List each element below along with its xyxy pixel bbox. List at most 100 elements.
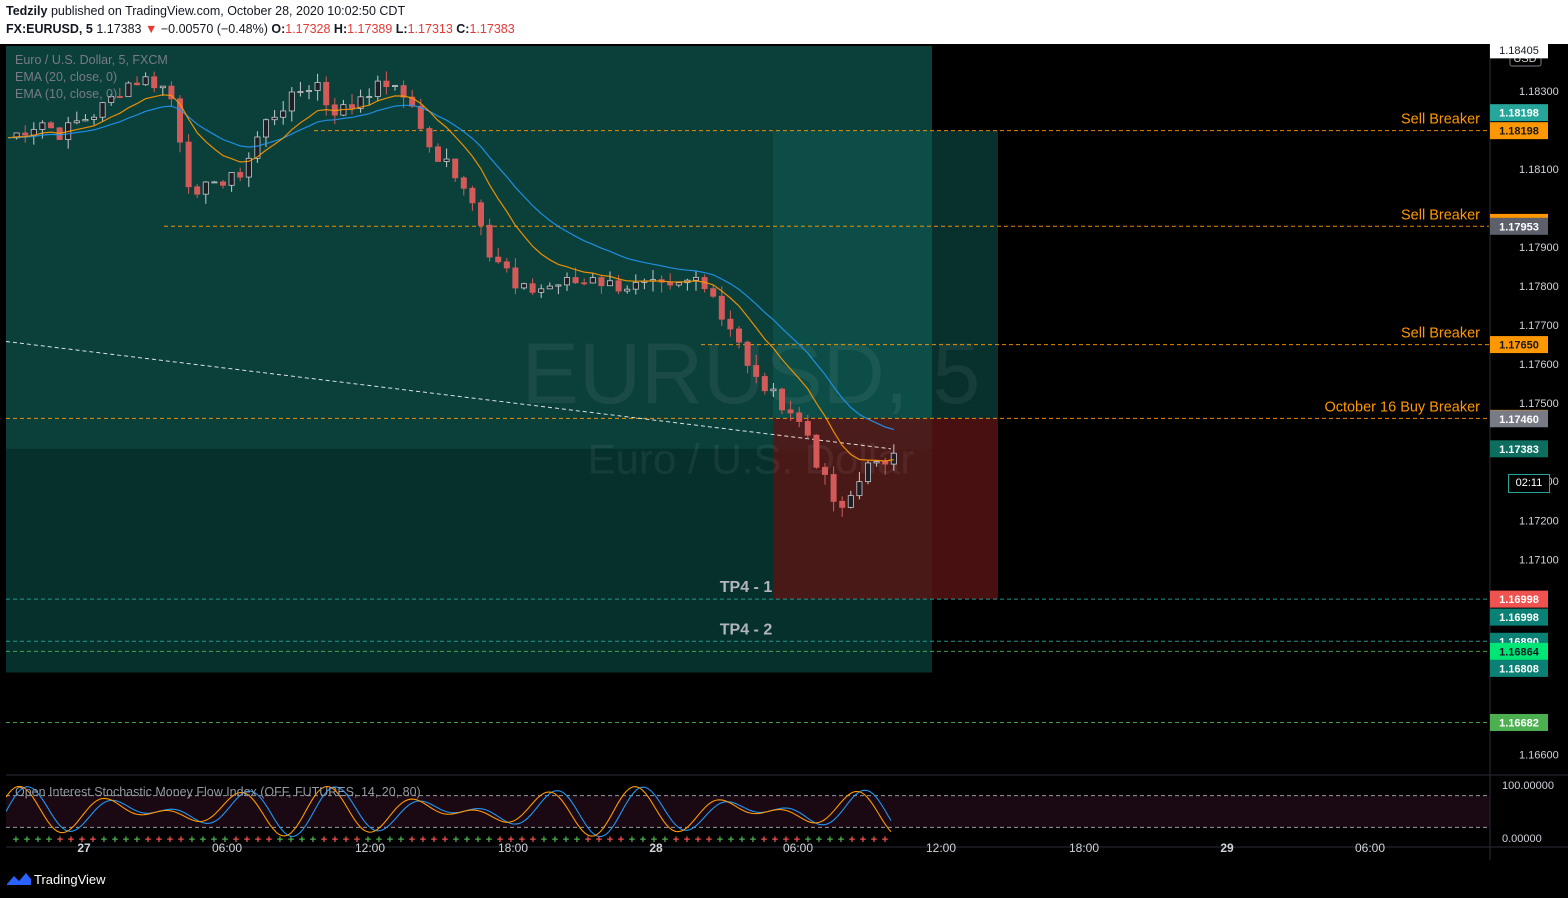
legend-title[interactable]: Euro / U.S. Dollar, 5, FXCM bbox=[15, 53, 168, 67]
candle-body bbox=[48, 122, 55, 129]
signal-marker: + bbox=[178, 834, 184, 846]
candle-body bbox=[323, 81, 330, 106]
signal-marker: + bbox=[750, 834, 756, 846]
candle-body bbox=[538, 288, 545, 293]
price-badge bbox=[1490, 659, 1548, 677]
price-badge-text: 1.17953 bbox=[1499, 221, 1539, 233]
candle-body bbox=[219, 181, 226, 186]
watermark-name: Euro / U.S. Dollar bbox=[588, 435, 915, 482]
signal-marker: + bbox=[849, 834, 855, 846]
price-badge-text: 1.17650 bbox=[1499, 340, 1539, 352]
legend-ema-20[interactable]: EMA (20, close, 0) bbox=[15, 70, 118, 84]
signal-marker: + bbox=[640, 834, 646, 846]
ohlc-line: FX:EURUSD, 5 1.17383 ▼ −0.00570 (−0.48%)… bbox=[6, 22, 515, 36]
price-badge bbox=[1490, 410, 1548, 428]
down-arrow-icon: ▼ bbox=[144, 22, 158, 36]
price-badge bbox=[1490, 41, 1548, 59]
candle-body bbox=[787, 409, 794, 414]
signal-marker: + bbox=[13, 834, 19, 846]
candle-body bbox=[400, 85, 407, 98]
candle-body bbox=[409, 96, 416, 107]
signal-marker: + bbox=[57, 834, 63, 846]
signal-marker: + bbox=[167, 834, 173, 846]
candle-body bbox=[761, 376, 768, 392]
candle-body bbox=[546, 285, 553, 290]
signal-marker: + bbox=[453, 834, 459, 846]
signal-marker: + bbox=[277, 834, 283, 846]
price-badge bbox=[1490, 122, 1548, 140]
candle-body bbox=[779, 388, 786, 411]
signal-marker: + bbox=[662, 834, 668, 846]
candle-body bbox=[237, 172, 244, 178]
price-chart[interactable]: EURUSD, 5 Euro / U.S. Dollar Sell Breaker… bbox=[5, 41, 1568, 860]
signal-marker: + bbox=[431, 834, 437, 846]
author-name[interactable]: Tedzily bbox=[6, 4, 48, 18]
signal-marker: + bbox=[35, 834, 41, 846]
signal-marker: + bbox=[882, 834, 888, 846]
candle-body bbox=[813, 434, 820, 468]
candle-body bbox=[383, 80, 390, 88]
price-badge-text: 1.18405 bbox=[1499, 45, 1539, 57]
candle-body bbox=[116, 96, 123, 98]
signal-marker: + bbox=[354, 834, 360, 846]
candle-body bbox=[168, 85, 175, 100]
signal-marker: + bbox=[420, 834, 426, 846]
candle-body bbox=[271, 116, 278, 121]
signal-marker: + bbox=[860, 834, 866, 846]
candle-body bbox=[675, 282, 682, 286]
candle-body bbox=[856, 481, 863, 497]
level-label: TP4 - 1 bbox=[720, 579, 773, 596]
signal-marker: + bbox=[68, 834, 74, 846]
price-change: −0.00570 (−0.48%) bbox=[160, 22, 268, 36]
price-badge-text: 1.16864 bbox=[1499, 646, 1540, 658]
price-badge-text: 1.16682 bbox=[1499, 717, 1539, 729]
candle-body bbox=[890, 452, 897, 465]
candle-body bbox=[133, 82, 140, 86]
x-tick-label: 29 bbox=[1220, 841, 1234, 855]
y-tick-label: 1.17700 bbox=[1519, 320, 1559, 332]
candle-body bbox=[839, 500, 846, 508]
signal-marker: + bbox=[365, 834, 371, 846]
published-text: published on TradingView.com, October 28… bbox=[50, 4, 406, 18]
reward-zone bbox=[773, 130, 998, 419]
signal-marker: + bbox=[739, 834, 745, 846]
level-label: Sell Breaker bbox=[1401, 112, 1480, 128]
signal-marker: + bbox=[673, 834, 679, 846]
signal-marker: + bbox=[233, 834, 239, 846]
y-tick-label: 1.18100 bbox=[1519, 164, 1559, 176]
symbol-label[interactable]: FX:EURUSD, 5 bbox=[6, 22, 93, 36]
watermark-symbol: EURUSD, 5 bbox=[522, 326, 981, 422]
signal-marker: + bbox=[156, 834, 162, 846]
signal-marker: + bbox=[101, 834, 107, 846]
level-label: Sell Breaker bbox=[1401, 207, 1480, 223]
tradingview-logo-icon[interactable] bbox=[6, 870, 32, 888]
candle-body bbox=[572, 277, 579, 284]
y-tick-label: 1.18300 bbox=[1519, 86, 1559, 98]
candle-body bbox=[194, 186, 201, 195]
signal-marker: + bbox=[508, 834, 514, 846]
signal-marker: + bbox=[90, 834, 96, 846]
candle-body bbox=[108, 96, 115, 104]
candle-body bbox=[753, 365, 760, 377]
signal-marker: + bbox=[728, 834, 734, 846]
y-tick-label: 1.17800 bbox=[1519, 281, 1559, 293]
x-tick-label: 06:00 bbox=[1355, 841, 1385, 855]
signal-marker: + bbox=[387, 834, 393, 846]
candle-body bbox=[873, 461, 880, 464]
price-badge bbox=[1490, 104, 1548, 122]
indicator-y-tick: 100.00000 bbox=[1502, 780, 1554, 792]
high-value: 1.17389 bbox=[347, 22, 393, 36]
signal-marker: + bbox=[442, 834, 448, 846]
indicator-label[interactable]: Open Interest Stochastic Money Flow Inde… bbox=[15, 785, 421, 799]
signal-marker: + bbox=[200, 834, 206, 846]
signal-marker: + bbox=[530, 834, 536, 846]
signal-marker: + bbox=[585, 834, 591, 846]
legend-ema-10[interactable]: EMA (10, close, 0) bbox=[15, 87, 118, 101]
chart-area[interactable]: EURUSD, 5 Euro / U.S. Dollar Sell Breaker… bbox=[5, 41, 1568, 860]
close-label: C: bbox=[456, 22, 470, 36]
candle-body bbox=[305, 90, 312, 92]
publish-line: Tedzily published on TradingView.com, Oc… bbox=[6, 4, 405, 18]
signal-marker: + bbox=[310, 834, 316, 846]
x-tick-label: 12:00 bbox=[926, 841, 956, 855]
footer-brand[interactable]: TradingView bbox=[34, 872, 106, 887]
